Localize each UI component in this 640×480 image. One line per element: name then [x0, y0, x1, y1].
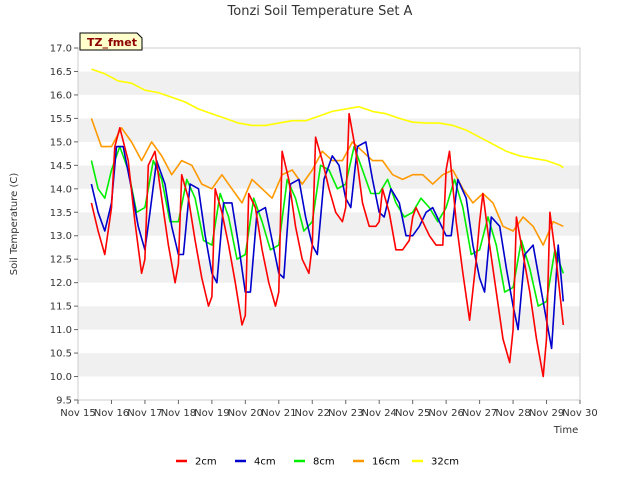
- y-tick-label: 9.5: [56, 396, 72, 407]
- plot-background-bands: [78, 48, 580, 400]
- plot-band: [78, 141, 580, 166]
- series-line-16cm: [90, 118, 564, 246]
- x-tick-label: Nov 23: [328, 408, 363, 419]
- plot-band: [78, 329, 580, 354]
- x-tick-label: Nov 25: [395, 408, 430, 419]
- y-tick-label: 17.0: [50, 44, 72, 55]
- y-tick-label: 13.0: [50, 231, 72, 242]
- series-line-32cm: [91, 68, 564, 169]
- y-axis: 9.5 10.0 10.5 11.0 11.5 12.0 12.5 13.0 13.5 14.0 1…: [50, 44, 78, 407]
- series-line-2cm: [90, 112, 565, 378]
- plot-band: [78, 235, 580, 260]
- legend: 2cm 4cm 8cm 16cm 32cm: [176, 457, 459, 468]
- series-lines: [90, 68, 565, 378]
- x-tick-label: Nov 15: [60, 408, 95, 419]
- plot-band: [78, 353, 580, 377]
- plot-band: [78, 306, 580, 330]
- plot-band: [78, 376, 580, 400]
- series-line-8cm: [90, 145, 565, 307]
- x-tick-label: Nov 22: [295, 408, 330, 419]
- x-tick-label: Nov 29: [529, 408, 564, 419]
- series-line-4cm: [90, 141, 565, 350]
- legend-label-32cm: 32cm: [431, 457, 459, 468]
- y-tick-label: 13.5: [50, 208, 72, 219]
- legend-label-4cm: 4cm: [254, 457, 276, 468]
- legend-label-16cm: 16cm: [372, 457, 400, 468]
- x-tick-label: Nov 21: [261, 408, 296, 419]
- x-tick-label: Nov 26: [428, 408, 463, 419]
- plot-band: [78, 94, 580, 119]
- y-tick-label: 12.5: [50, 255, 72, 266]
- x-tick-label: Nov 28: [495, 408, 530, 419]
- y-tick-label: 12.0: [50, 278, 72, 289]
- y-tick-label: 10.0: [50, 372, 72, 383]
- y-tick-label: 15.5: [50, 114, 72, 125]
- plot-band: [78, 48, 580, 72]
- y-tick-label: 14.5: [50, 161, 72, 172]
- plot-band: [78, 165, 580, 189]
- plot-band: [78, 71, 580, 95]
- plot-area-frame: [77, 47, 581, 401]
- x-tick-label: Nov 30: [562, 408, 597, 419]
- x-tick-label: Nov 20: [228, 408, 263, 419]
- x-tick-label: Nov 19: [194, 408, 229, 419]
- y-tick-label: 11.5: [50, 302, 72, 313]
- y-tick-label: 14.0: [50, 184, 72, 195]
- y-axis-title: Soil Temperature (C): [9, 173, 20, 276]
- x-tick-label: Nov 24: [361, 408, 396, 419]
- y-tick-label: 16.5: [50, 67, 72, 78]
- plot-band: [78, 282, 580, 307]
- y-tick-label: 10.5: [50, 349, 72, 360]
- site-badge: TZ_fmet: [79, 32, 143, 51]
- plot-band: [78, 118, 580, 142]
- y-tick-label: 15.0: [50, 137, 72, 148]
- site-badge-label: TZ_fmet: [87, 36, 137, 49]
- legend-label-8cm: 8cm: [313, 457, 335, 468]
- plot-band: [78, 259, 580, 283]
- x-axis-title: Time: [553, 425, 578, 436]
- site-badge-box: [79, 32, 143, 51]
- y-tick-label: 11.0: [50, 325, 72, 336]
- x-tick-label: Nov 17: [127, 408, 162, 419]
- chart-title: Tonzi Soil Temperature Set A: [227, 4, 413, 19]
- x-tick-label: Nov 18: [161, 408, 196, 419]
- y-tick-label: 16.0: [50, 90, 72, 101]
- x-tick-label: Nov 16: [94, 408, 129, 419]
- plot-band: [78, 212, 580, 236]
- x-tick-label: Nov 27: [462, 408, 497, 419]
- legend-label-2cm: 2cm: [195, 457, 217, 468]
